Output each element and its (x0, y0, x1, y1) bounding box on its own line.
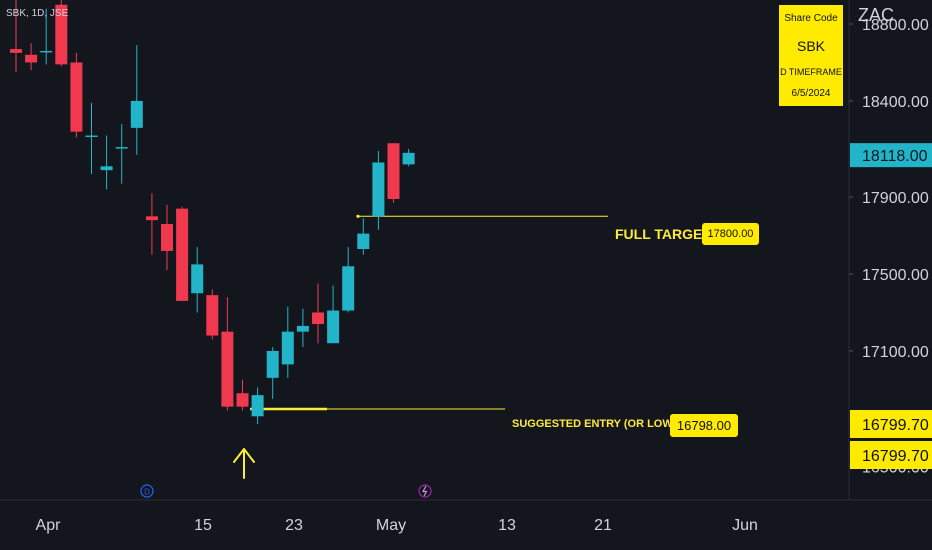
candle-body[interactable] (145, 216, 158, 221)
candle-body[interactable] (402, 152, 415, 165)
candle-body[interactable] (387, 143, 400, 200)
x-tick-label: 23 (285, 517, 303, 534)
suggested-entry-label: SUGGESTED ENTRY (OR LOWER) (512, 418, 692, 430)
candle-body[interactable] (357, 233, 370, 250)
candle-body[interactable] (70, 62, 83, 132)
entry-arrow-icon (233, 448, 255, 479)
candle-body[interactable] (191, 264, 204, 294)
currency-label: ZAC (858, 5, 894, 25)
candle-body[interactable] (25, 54, 38, 63)
candle-body[interactable] (176, 208, 189, 301)
candle-body[interactable] (221, 331, 234, 407)
x-tick-label: 21 (594, 517, 612, 534)
y-tick-label: 18400.00 (862, 94, 929, 111)
candle-body[interactable] (10, 49, 22, 53)
candle-body[interactable] (100, 166, 113, 171)
candle-body[interactable] (372, 162, 385, 217)
y-tick-label: 17500.00 (862, 267, 929, 284)
share-info-box: Share Code SBK D TIMEFRAME 6/5/2024 (779, 5, 843, 106)
symbol-label: SBK, 1D, JSE (6, 8, 69, 19)
x-tick-label: 13 (498, 517, 516, 534)
candle-body[interactable] (161, 224, 173, 251)
last-price-tag (850, 143, 932, 168)
y-tick-label: 17900.00 (862, 190, 929, 207)
candle-body[interactable] (40, 50, 53, 53)
candle-body[interactable] (115, 147, 128, 149)
full-target-line-start (356, 214, 360, 218)
y-tick-label: 18800.00 (862, 17, 929, 34)
last-price-label: 18118.00 (862, 148, 928, 165)
dividend-event-icon[interactable] (140, 484, 154, 498)
x-tick-label: Apr (36, 517, 62, 534)
entry-price-axis-label: 16799.70 (862, 448, 929, 465)
earnings-event-icon[interactable] (418, 484, 432, 498)
candle-body[interactable] (281, 331, 294, 365)
x-tick-label: May (376, 517, 406, 534)
candle-body[interactable] (236, 393, 249, 407)
candle-body[interactable] (327, 310, 340, 344)
x-tick-label: Jun (732, 517, 758, 534)
x-tick-label: 15 (194, 517, 212, 534)
dividend-event-icon-glyph: D (144, 488, 150, 497)
candle-body[interactable] (251, 395, 264, 417)
candle-body[interactable] (55, 4, 68, 65)
info-box-code: SBK (796, 38, 825, 54)
candle-body[interactable] (206, 295, 219, 336)
full-target-label: FULL TARGET (615, 226, 711, 242)
candle-body[interactable] (296, 325, 309, 332)
suggested-entry-price-tag: 16798.00 (670, 414, 738, 437)
candle-body[interactable] (342, 266, 355, 311)
entry-price-axis-tag (850, 410, 932, 438)
candle-body[interactable] (85, 135, 98, 138)
earnings-event-bolt (421, 485, 428, 497)
full-target-price-tag: 17800.00 (702, 223, 759, 245)
candle-body[interactable] (312, 312, 324, 324)
info-box-title: Share Code (784, 13, 838, 24)
info-box-date: 6/5/2024 (791, 88, 831, 99)
candle-body[interactable] (266, 350, 279, 378)
y-tick-label: 17100.00 (862, 344, 929, 361)
info-box-timeframe: D TIMEFRAME (780, 67, 842, 77)
candle-body[interactable] (130, 100, 143, 128)
entry-price-axis-tag (850, 441, 932, 469)
entry-price-axis-label: 16799.70 (862, 417, 929, 434)
